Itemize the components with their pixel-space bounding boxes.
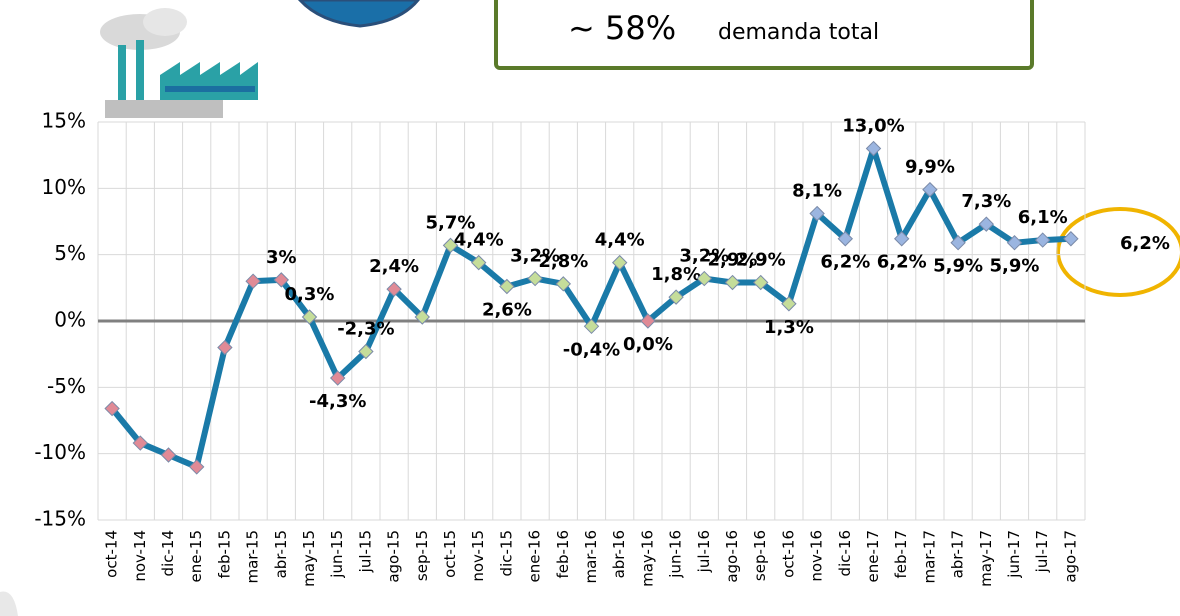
data-label: 3%: [266, 247, 297, 268]
x-tick-label: oct-14: [103, 530, 121, 578]
x-tick-label: ene-15: [187, 530, 205, 582]
data-label: 1,8%: [651, 264, 701, 285]
x-tick-label: may-16: [638, 530, 656, 587]
y-tick-label: 5%: [54, 241, 86, 265]
x-tick-label: oct-16: [779, 530, 797, 578]
x-tick-label: nov-16: [808, 530, 826, 582]
x-tick-label: dic-14: [159, 530, 177, 576]
marker: [1036, 233, 1050, 247]
data-label: -0,4%: [563, 339, 620, 360]
data-label: 8,1%: [792, 181, 842, 202]
x-tick-label: abr-15: [272, 530, 290, 578]
data-label: 2,9%: [736, 250, 786, 271]
x-tick-label: mar-15: [244, 530, 262, 584]
data-label: 2,6%: [482, 300, 532, 321]
data-label: 6,2%: [1120, 233, 1170, 254]
x-tick-label: ene-17: [864, 530, 882, 582]
data-label: 5,9%: [933, 256, 983, 277]
x-tick-label: mar-17: [920, 530, 938, 584]
data-label: -4,3%: [309, 391, 366, 412]
x-tick-label: jun-17: [1005, 530, 1023, 579]
factory-icon: [100, 8, 258, 118]
x-tick-label: nov-15: [469, 530, 487, 582]
data-label: 6,2%: [820, 252, 870, 273]
data-label: 9,9%: [905, 157, 955, 178]
data-label: 0,0%: [623, 334, 673, 355]
callout-value: ~ 58%: [568, 9, 676, 47]
data-label: 2,8%: [538, 251, 588, 272]
x-tick-label: ago-16: [723, 530, 741, 583]
y-tick-label: 15%: [42, 109, 86, 133]
data-label: 1,3%: [764, 317, 814, 338]
y-tick-label: 10%: [42, 175, 86, 199]
plot: -15% -10% -5% 0% 5% 10% 15% oct-14 nov-14 dic-14 e…: [34, 109, 1170, 587]
x-tick-label: feb-15: [215, 530, 233, 579]
x-tick-label: dic-15: [497, 530, 515, 576]
x-tick-label: jun-16: [667, 530, 685, 579]
x-tick-label: nov-14: [131, 530, 149, 582]
x-tick-label: dic-16: [836, 530, 854, 576]
y-tick-label: -5%: [47, 374, 86, 398]
callout-text: demanda total: [718, 20, 879, 45]
marker: [726, 276, 740, 290]
x-tick-label: abr-16: [610, 530, 628, 578]
data-label: 4,4%: [595, 230, 645, 251]
data-label: 2,4%: [369, 256, 419, 277]
x-tick-label: abr-17: [949, 530, 967, 578]
marker: [867, 142, 881, 156]
x-tick-label: may-17: [977, 530, 995, 587]
x-tick-label: feb-16: [554, 530, 572, 579]
data-label: -2,3%: [337, 319, 394, 340]
bubble: [300, 0, 418, 26]
y-tick-label: -15%: [34, 507, 86, 531]
x-tick-label: sep-15: [413, 530, 431, 581]
data-label: 4,4%: [454, 230, 504, 251]
data-label: 6,2%: [877, 252, 927, 273]
data-label: 0,3%: [285, 284, 335, 305]
data-label: 6,1%: [1018, 207, 1068, 228]
slide: ~ 58% demanda total -15% -10% -5% 0% 5% 10% 15…: [0, 0, 1180, 616]
x-tick-label: jun-15: [328, 530, 346, 579]
x-tick-label: jul-16: [695, 530, 713, 573]
data-label: 13,0%: [842, 116, 904, 137]
x-tick-label: ago-17: [1061, 530, 1079, 583]
x-tick-label: oct-15: [441, 530, 459, 578]
corner-shape: [0, 592, 18, 616]
x-tick-label: feb-17: [892, 530, 910, 579]
x-tick-label: jul-15: [356, 530, 374, 573]
x-tick-label: ene-16: [526, 530, 544, 582]
data-label: 7,3%: [961, 191, 1011, 212]
y-tick-label: -10%: [34, 440, 86, 464]
series-line: [112, 149, 1071, 467]
x-tick-label: mar-16: [582, 530, 600, 584]
y-tick-label: 0%: [54, 308, 86, 332]
x-tick-label: sep-16: [751, 530, 769, 581]
x-tick-label: jul-17: [1033, 530, 1051, 573]
marker: [528, 272, 542, 286]
x-tick-label: may-15: [300, 530, 318, 587]
data-label: 5,9%: [990, 256, 1040, 277]
x-tick-label: ago-15: [385, 530, 403, 583]
